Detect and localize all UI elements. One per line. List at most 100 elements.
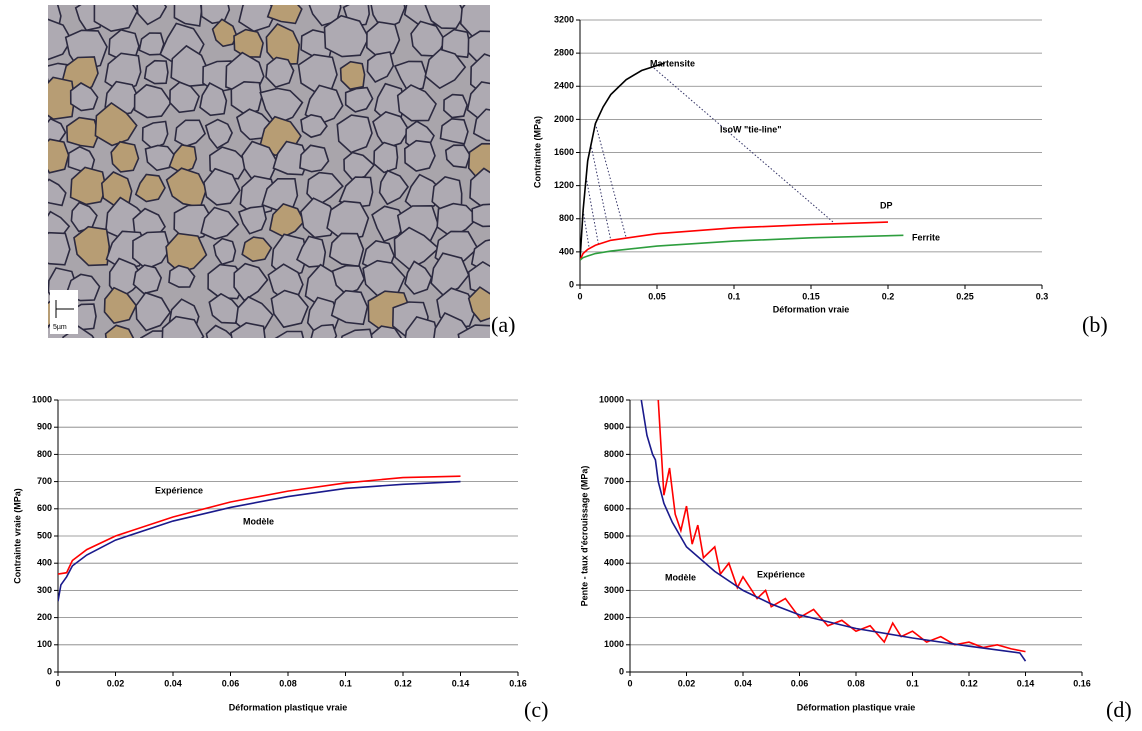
grain	[108, 257, 145, 300]
tie-line	[585, 177, 599, 245]
grain	[265, 56, 295, 89]
micrograph	[48, 5, 490, 338]
grain	[471, 203, 490, 228]
grain	[132, 264, 163, 295]
y-tick-label: 0	[569, 279, 574, 289]
x-tick-label: 0.05	[648, 291, 666, 301]
tie-line	[582, 210, 590, 249]
grain	[323, 14, 370, 58]
grain	[110, 140, 140, 173]
grain	[472, 108, 490, 142]
x-tick-label: 0.3	[1036, 291, 1049, 301]
grain	[299, 144, 330, 173]
grain	[69, 166, 107, 206]
grain	[424, 48, 467, 90]
grain	[304, 84, 344, 125]
grain	[241, 236, 273, 263]
grain	[259, 87, 304, 126]
series-label: Expérience	[155, 485, 203, 495]
series-label: Expérience	[757, 569, 805, 579]
grain	[344, 86, 374, 113]
y-axis-label: Pente - taux d'écrouissage (MPa)	[579, 466, 589, 607]
y-tick-label: 1200	[554, 180, 574, 190]
grain	[274, 330, 305, 338]
grain	[203, 167, 241, 206]
grain	[339, 60, 366, 91]
plot-area	[58, 475, 461, 602]
x-tick-label: 0.1	[339, 678, 352, 688]
grain	[393, 226, 440, 271]
series-label: Ferrite	[912, 232, 940, 242]
y-tick-label: 500	[37, 530, 52, 540]
grain	[48, 18, 73, 61]
grain	[365, 21, 401, 59]
y-tick-label: 6000	[604, 503, 624, 513]
grain	[48, 138, 70, 174]
series-line	[580, 234, 904, 261]
y-tick-label: 200	[37, 612, 52, 622]
grain	[104, 324, 135, 338]
y-tick-label: 100	[37, 639, 52, 649]
x-tick-label: 0.06	[222, 678, 240, 688]
x-tick-label: 0	[55, 678, 60, 688]
grain	[94, 101, 138, 147]
x-tick-label: 0	[627, 678, 632, 688]
grain	[336, 114, 373, 154]
x-tick-label: 0.04	[734, 678, 752, 688]
grain	[165, 232, 208, 273]
grain	[69, 82, 99, 112]
grain	[404, 260, 433, 295]
grain	[372, 111, 410, 149]
x-axis-label: Déformation plastique vraie	[797, 702, 916, 712]
grain	[173, 5, 203, 27]
grain	[266, 5, 303, 25]
x-tick-label: 0.14	[452, 678, 470, 688]
tie-line-label: IsoW "tie-line"	[720, 124, 782, 134]
x-tick-label: 0.2	[882, 291, 895, 301]
grain	[467, 286, 490, 323]
grain	[174, 119, 207, 148]
plot-area	[580, 62, 904, 261]
x-tick-label: 0.1	[728, 291, 741, 301]
grain	[404, 315, 440, 338]
grain	[48, 231, 71, 266]
grain	[268, 202, 306, 238]
panel-label: (a)	[491, 312, 515, 337]
grain	[237, 205, 267, 235]
y-tick-label: 3200	[554, 14, 574, 24]
panel-label: (c)	[524, 697, 548, 722]
grain	[131, 230, 171, 271]
grain	[340, 328, 373, 338]
grain	[233, 28, 264, 58]
grain	[457, 324, 490, 338]
grain	[373, 141, 399, 174]
grain	[233, 262, 269, 302]
x-tick-label: 0.02	[678, 678, 696, 688]
y-tick-label: 0	[619, 666, 624, 676]
x-axis-label: Déformation plastique vraie	[229, 702, 348, 712]
grain	[103, 286, 138, 324]
grain	[204, 118, 233, 150]
y-tick-label: 900	[37, 422, 52, 432]
grain	[436, 202, 480, 239]
grain	[265, 23, 301, 66]
grain	[144, 144, 177, 172]
grain	[143, 59, 169, 85]
x-tick-label: 0.16	[509, 678, 527, 688]
panel-label: (b)	[1082, 312, 1108, 337]
grain	[65, 116, 100, 149]
series-line	[58, 475, 461, 575]
y-tick-label: 800	[559, 213, 574, 223]
grain	[338, 176, 374, 208]
x-tick-label: 0.12	[960, 678, 978, 688]
grain	[136, 5, 168, 26]
y-tick-label: 0	[47, 666, 52, 676]
y-tick-label: 2800	[554, 48, 574, 58]
grain	[48, 178, 67, 207]
series-line	[580, 221, 889, 261]
plot-area	[640, 400, 1027, 662]
grain	[212, 237, 237, 266]
grain	[331, 264, 366, 295]
grain	[424, 5, 466, 30]
y-tick-label: 400	[559, 246, 574, 256]
